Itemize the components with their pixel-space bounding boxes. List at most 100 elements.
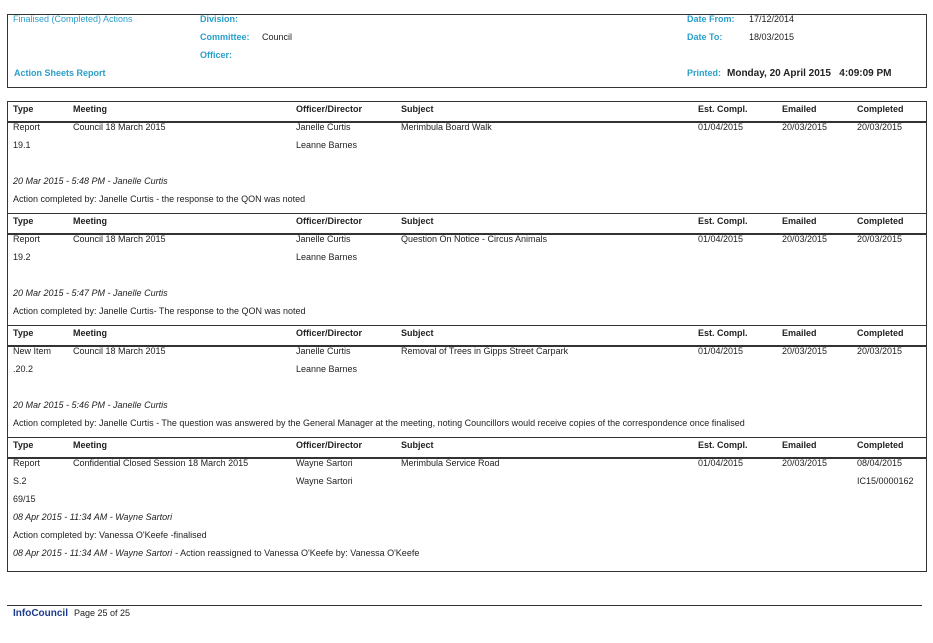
value: Monday, 20 April 2015 4:09:09 PM xyxy=(727,68,892,79)
records-box xyxy=(7,101,927,572)
note-text: Action completed by: Janelle Curtis - th… xyxy=(13,194,306,204)
cell: 08/04/2015 xyxy=(857,458,903,468)
cell: Report xyxy=(13,458,41,468)
footer-page: Page 25 of 25 xyxy=(74,608,131,618)
cell: 20/03/2015 xyxy=(857,346,903,356)
label: Printed: xyxy=(687,68,722,78)
cell: Leanne Barnes xyxy=(296,140,358,150)
cell: 01/04/2015 xyxy=(698,346,744,356)
cell: 20/03/2015 xyxy=(782,458,828,468)
note: Action completed by: Janelle Curtis - Th… xyxy=(13,418,745,429)
header-rule xyxy=(7,457,927,459)
footer-rule xyxy=(7,605,922,606)
column-header: Meeting xyxy=(73,328,108,338)
cell: .20.2 xyxy=(13,364,34,374)
cell: 69/15 xyxy=(13,494,36,504)
note-stamp: 20 Mar 2015 - 5:47 PM - Janelle Curtis xyxy=(13,288,168,298)
note: Action completed by: Janelle Curtis- The… xyxy=(13,306,305,317)
column-header: Subject xyxy=(401,104,434,114)
column-header: Emailed xyxy=(782,440,817,450)
column-header: Completed xyxy=(857,104,904,114)
cell: Question On Notice - Circus Animals xyxy=(401,234,548,244)
column-header: Meeting xyxy=(73,104,108,114)
cell: 19.1 xyxy=(13,140,31,150)
cell: 01/04/2015 xyxy=(698,122,744,132)
cell: 20/03/2015 xyxy=(857,234,903,244)
note: Action completed by: Janelle Curtis - th… xyxy=(13,194,305,205)
column-header: Subject xyxy=(401,440,434,450)
cell: Confidential Closed Session 18 March 201… xyxy=(73,458,249,468)
label: Date To: xyxy=(687,32,723,42)
note-stamp: 08 Apr 2015 - 11:34 AM - Wayne Sartori xyxy=(13,548,173,558)
cell: Wayne Sartori xyxy=(296,476,353,486)
column-header: Completed xyxy=(857,440,904,450)
record-separator xyxy=(7,213,927,214)
column-header: Subject xyxy=(401,328,434,338)
column-header: Officer/Director xyxy=(296,104,363,114)
note-stamp: 20 Mar 2015 - 5:48 PM - Janelle Curtis xyxy=(13,176,168,186)
cell: Janelle Curtis xyxy=(296,122,351,132)
cell: Council 18 March 2015 xyxy=(73,346,166,356)
cell: Council 18 March 2015 xyxy=(73,122,166,132)
label: Committee: xyxy=(200,32,250,42)
footer-brand: InfoCouncil xyxy=(13,608,68,619)
cell: New Item xyxy=(13,346,52,356)
note: 20 Mar 2015 - 5:48 PM - Janelle Curtis xyxy=(13,176,168,187)
column-header: Completed xyxy=(857,216,904,226)
label: Officer: xyxy=(200,50,233,60)
column-header: Type xyxy=(13,440,34,450)
column-header: Emailed xyxy=(782,216,817,226)
cell: 19.2 xyxy=(13,252,31,262)
column-header: Officer/Director xyxy=(296,440,363,450)
header-box xyxy=(7,14,927,88)
report-name: Action Sheets Report xyxy=(14,68,106,78)
column-header: Emailed xyxy=(782,104,817,114)
note: 08 Apr 2015 - 11:34 AM - Wayne Sartori xyxy=(13,512,172,523)
note-text: Action completed by: Janelle Curtis- The… xyxy=(13,306,306,316)
note: 20 Mar 2015 - 5:47 PM - Janelle Curtis xyxy=(13,288,168,299)
report-status: Finalised (Completed) Actions xyxy=(13,14,133,24)
cell: Merimbula Board Walk xyxy=(401,122,492,132)
column-header: Meeting xyxy=(73,216,108,226)
label: Division: xyxy=(200,14,239,24)
cell: 20/03/2015 xyxy=(782,122,828,132)
note-text: - Action reassigned to Vanessa O'Keefe b… xyxy=(175,548,420,558)
header-rule xyxy=(7,233,927,235)
column-header: Emailed xyxy=(782,328,817,338)
column-header: Est. Compl. xyxy=(698,104,748,114)
cell: Removal of Trees in Gipps Street Carpark xyxy=(401,346,569,356)
cell: IC15/0000162 xyxy=(857,476,914,486)
cell: 20/03/2015 xyxy=(782,346,828,356)
header-rule xyxy=(7,345,927,347)
column-header: Type xyxy=(13,216,34,226)
cell: 20/03/2015 xyxy=(857,122,903,132)
cell: Leanne Barnes xyxy=(296,364,358,374)
column-header: Est. Compl. xyxy=(698,328,748,338)
column-header: Completed xyxy=(857,328,904,338)
cell: Report xyxy=(13,122,41,132)
column-header: Type xyxy=(13,328,34,338)
note: 20 Mar 2015 - 5:46 PM - Janelle Curtis xyxy=(13,400,168,411)
value: 18/03/2015 xyxy=(749,32,795,42)
note-text: Action completed by: Vanessa O'Keefe -fi… xyxy=(13,530,207,540)
column-header: Officer/Director xyxy=(296,328,363,338)
note-stamp: 08 Apr 2015 - 11:34 AM - Wayne Sartori xyxy=(13,512,173,522)
column-header: Officer/Director xyxy=(296,216,363,226)
column-header: Est. Compl. xyxy=(698,440,748,450)
note-stamp: 20 Mar 2015 - 5:46 PM - Janelle Curtis xyxy=(13,400,168,410)
cell: 20/03/2015 xyxy=(782,234,828,244)
cell: S.2 xyxy=(13,476,27,486)
column-header: Meeting xyxy=(73,440,108,450)
label: Date From: xyxy=(687,14,735,24)
header-rule xyxy=(7,121,927,123)
note-text: Action completed by: Janelle Curtis - Th… xyxy=(13,418,745,428)
cell: Janelle Curtis xyxy=(296,346,351,356)
cell: Janelle Curtis xyxy=(296,234,351,244)
column-header: Type xyxy=(13,104,34,114)
cell: Council 18 March 2015 xyxy=(73,234,166,244)
column-header: Subject xyxy=(401,216,434,226)
cell: Leanne Barnes xyxy=(296,252,358,262)
cell: 01/04/2015 xyxy=(698,234,744,244)
cell: Wayne Sartori xyxy=(296,458,353,468)
